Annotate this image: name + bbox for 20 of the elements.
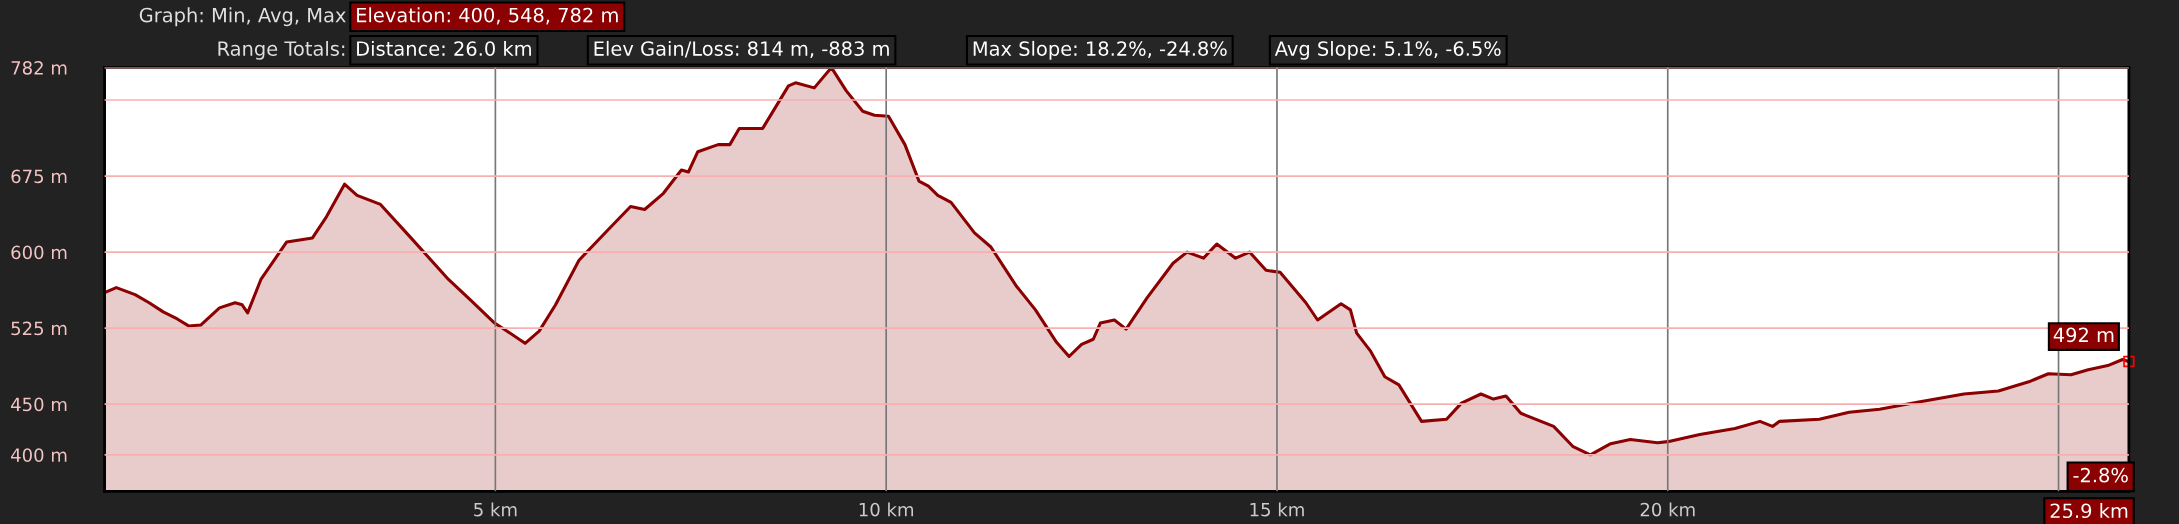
annotation: 492 m [2053,327,2114,343]
text: Distance: 26.0 km [357,40,531,56]
annotation: -2.8% [2073,467,2128,483]
x-tick-label: 15 km [1250,502,1304,517]
text: Range Totals: [218,40,345,60]
text: Graph: Min, Avg, Max [139,7,346,27]
y-tick-label: 675 m [11,169,67,184]
x-tick-label: 20 km [1640,502,1695,517]
y-tick-label: 782 m [11,61,67,75]
y-tick-label: 525 m [11,321,67,336]
text: Max Slope: 18.2%, -24.8% [973,40,1227,60]
y-tick-label: 400 m [11,448,67,462]
x-tick-label: 5 km [474,502,517,517]
y-tick-label: 600 m [11,245,67,260]
y-tick-label: 450 m [11,397,67,412]
text: Elev Gain/Loss: 814 m, -883 m [594,40,889,58]
text: 25.9 km [2050,503,2128,519]
text: Avg Slope: 5.1%, -6.5% [1274,40,1501,60]
text: Elevation: 400, 548, 782 m [357,7,618,25]
x-tick-label: 10 km [859,502,914,517]
